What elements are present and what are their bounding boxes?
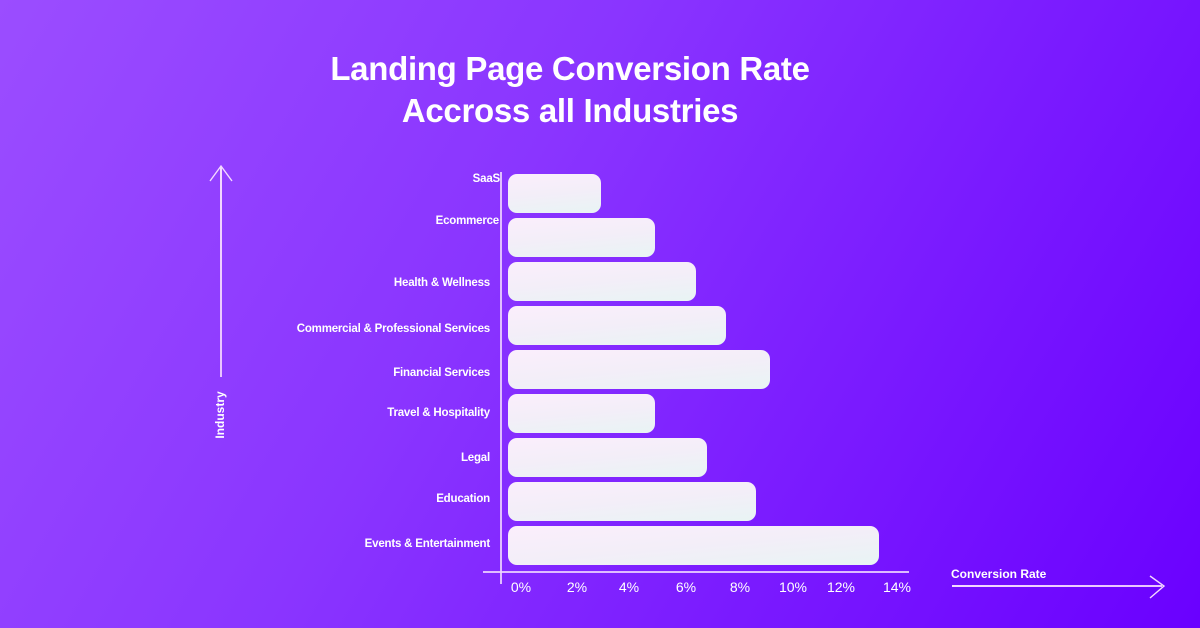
arrow-right-icon — [1149, 575, 1166, 599]
y-axis-label: Industry — [213, 391, 227, 439]
bar-events-entertainment — [508, 526, 880, 565]
bar-commercial-professional-services — [508, 306, 727, 345]
x-tick-8: 8% — [729, 579, 751, 595]
x-tick-0: 0% — [510, 579, 532, 595]
category-label-education: Education — [436, 493, 490, 505]
x-tick-12: 12% — [826, 579, 856, 595]
category-label-health-wellness: Health & Wellness — [393, 277, 490, 289]
bar-education — [508, 482, 757, 521]
plot-x-axis — [483, 571, 909, 573]
arrow-up-icon — [209, 164, 233, 182]
x-axis-arrow-line — [952, 585, 1162, 587]
category-label-ecommerce: Ecommerce — [435, 215, 500, 227]
plot-y-axis — [500, 172, 502, 584]
category-label-legal: Legal — [460, 452, 490, 464]
category-label-financial-services: Financial Services — [393, 367, 490, 379]
bar-travel-hospitality — [508, 394, 656, 433]
x-tick-2: 2% — [566, 579, 588, 595]
category-label-events-entertainment: Events & Entertainment — [364, 538, 491, 550]
y-axis-arrow-line — [220, 167, 222, 377]
chart-title-line-2: Accross all Industries — [401, 92, 739, 129]
category-label-saas: SaaS — [472, 173, 501, 185]
x-tick-4: 4% — [618, 579, 640, 595]
chart-title: Landing Page Conversion Rate Accross all… — [0, 48, 1140, 132]
x-tick-14: 14% — [882, 579, 912, 595]
bar-legal — [508, 438, 708, 477]
chart-title-line-1: Landing Page Conversion Rate — [330, 50, 810, 87]
category-label-commercial-professional-services: Commercial & Professional Services — [296, 323, 490, 335]
bar-saas — [508, 174, 601, 213]
x-tick-6: 6% — [675, 579, 697, 595]
bar-ecommerce — [508, 218, 656, 257]
bar-financial-services — [508, 350, 771, 389]
x-tick-10: 10% — [778, 579, 808, 595]
category-label-travel-hospitality: Travel & Hospitality — [387, 407, 490, 419]
x-axis-label: Conversion Rate — [951, 567, 1047, 581]
bar-health-wellness — [508, 262, 697, 301]
